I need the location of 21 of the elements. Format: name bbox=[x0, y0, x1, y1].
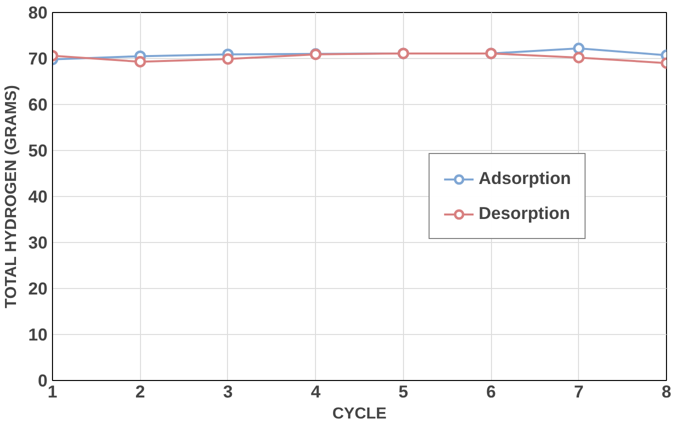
y-tick-label: 20 bbox=[28, 278, 48, 298]
y-tick-label: 0 bbox=[38, 370, 48, 390]
y-tick-label: 10 bbox=[28, 324, 48, 344]
y-axis-title: TOTAL HYDROGEN (GRAMS) bbox=[3, 85, 20, 308]
x-tick-label: 3 bbox=[223, 382, 234, 402]
x-tick-label: 7 bbox=[574, 382, 584, 402]
x-axis-title: CYCLE bbox=[332, 406, 387, 422]
legend-label: Desorption bbox=[478, 203, 570, 224]
y-tick-label: 50 bbox=[28, 140, 48, 160]
y-tick-label: 60 bbox=[28, 94, 48, 114]
x-tick-label: 4 bbox=[310, 382, 321, 402]
legend-label: Adsorption bbox=[478, 168, 571, 189]
y-tick-label: 80 bbox=[28, 2, 48, 22]
x-tick-label: 6 bbox=[486, 382, 496, 402]
x-tick-label: 1 bbox=[48, 382, 58, 402]
x-tick-label: 8 bbox=[662, 382, 672, 402]
y-tick-label: 40 bbox=[28, 186, 48, 206]
y-tick-label: 70 bbox=[28, 48, 48, 68]
y-tick-label: 30 bbox=[28, 232, 48, 252]
x-tick-label: 2 bbox=[135, 382, 146, 402]
x-tick-label: 5 bbox=[398, 382, 409, 402]
